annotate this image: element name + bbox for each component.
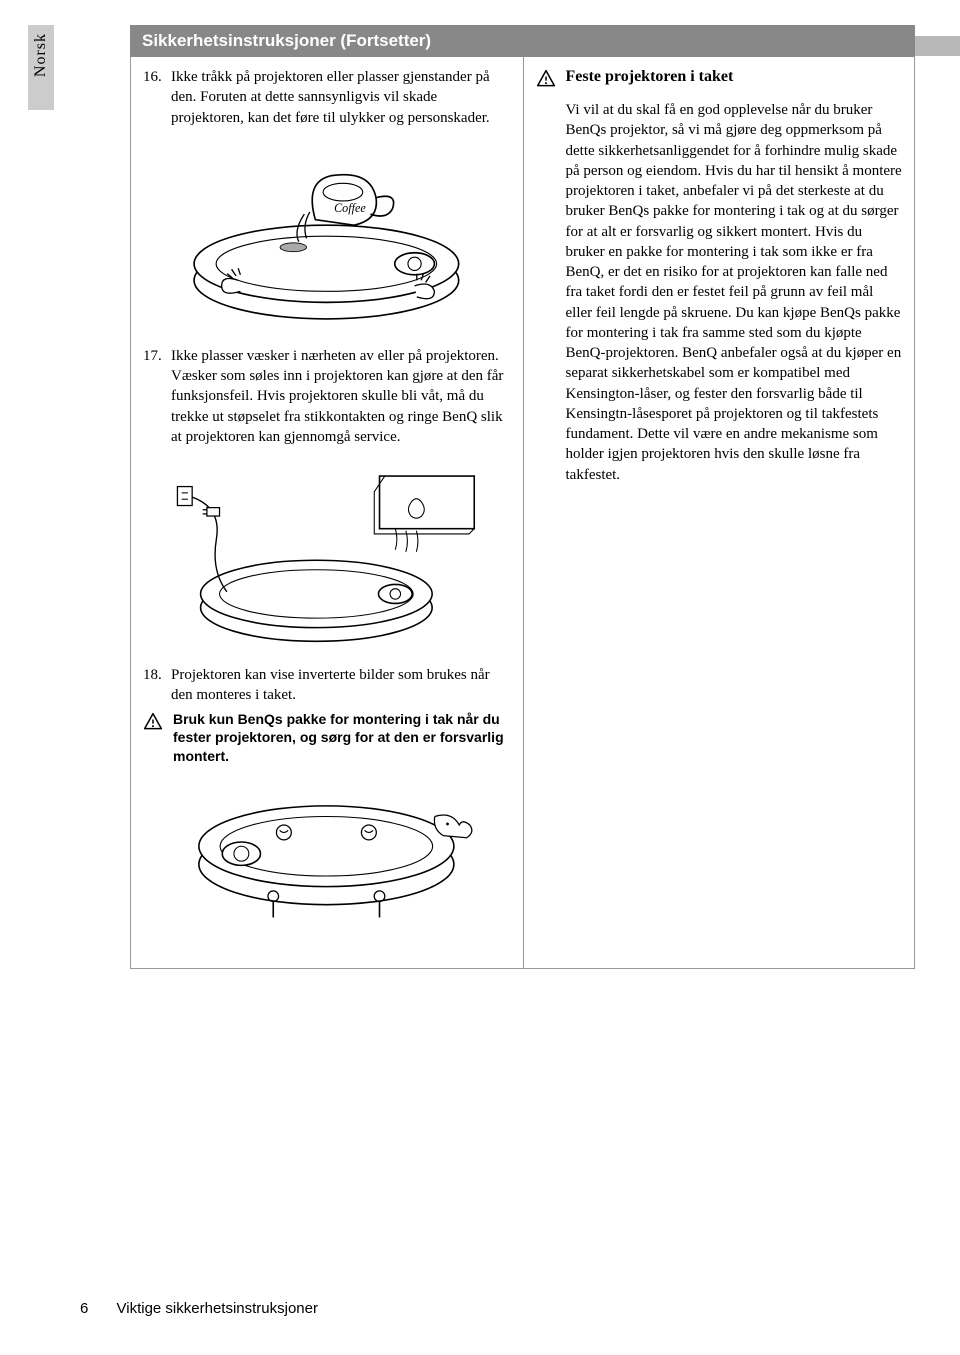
item-text: Ikke plasser væsker i nærheten av eller … bbox=[171, 346, 511, 447]
svg-text:Coffee: Coffee bbox=[334, 200, 366, 214]
illustration-coffee-spill: Coffee bbox=[143, 136, 511, 336]
item-text: Ikke tråkk på projektoren eller plasser … bbox=[171, 67, 511, 128]
item-number: 17. bbox=[143, 346, 171, 447]
left-column: 16. Ikke tråkk på projektoren eller plas… bbox=[130, 57, 523, 969]
right-heading: Feste projektoren i taket bbox=[566, 67, 734, 88]
warning-icon bbox=[536, 67, 558, 94]
instruction-item-17: 17. Ikke plasser væsker i nærheten av el… bbox=[143, 346, 511, 447]
instruction-item-16: 16. Ikke tråkk på projektoren eller plas… bbox=[143, 67, 511, 128]
warning-icon bbox=[143, 710, 165, 737]
item-number: 16. bbox=[143, 67, 171, 128]
warning-block: Bruk kun BenQs pakke for montering i tak… bbox=[143, 710, 511, 767]
illustration-ceiling-mount bbox=[143, 774, 511, 944]
right-body-text: Vi vil at du skal få en god opplevelse n… bbox=[536, 100, 903, 485]
instruction-item-18: 18. Projektoren kan vise inverterte bild… bbox=[143, 665, 511, 706]
item-number: 18. bbox=[143, 665, 171, 706]
main-content: Sikkerhetsinstruksjoner (Fortsetter) 16.… bbox=[130, 25, 915, 969]
page-number: 6 bbox=[80, 1300, 88, 1317]
footer-section-title: Viktige sikkerhetsinstruksjoner bbox=[117, 1300, 318, 1317]
warning-text: Bruk kun BenQs pakke for montering i tak… bbox=[173, 710, 511, 767]
right-heading-block: Feste projektoren i taket bbox=[536, 67, 903, 94]
projector-ceiling-icon bbox=[167, 774, 486, 944]
top-right-stripe bbox=[915, 36, 960, 56]
right-body-paragraph: Vi vil at du skal få en god opplevelse n… bbox=[566, 100, 903, 485]
item-text: Projektoren kan vise inverterte bilder s… bbox=[171, 665, 511, 706]
projector-unplug-icon bbox=[169, 455, 485, 655]
content-columns: 16. Ikke tråkk på projektoren eller plas… bbox=[130, 57, 915, 969]
illustration-liquid-unplug bbox=[143, 455, 511, 655]
section-title: Sikkerhetsinstruksjoner (Fortsetter) bbox=[142, 31, 431, 50]
side-tab-label: Norsk bbox=[32, 33, 50, 77]
section-title-bar: Sikkerhetsinstruksjoner (Fortsetter) bbox=[130, 25, 915, 57]
page-footer: 6 Viktige sikkerhetsinstruksjoner bbox=[80, 1300, 318, 1317]
language-side-tab: Norsk bbox=[28, 25, 54, 110]
right-column: Feste projektoren i taket Vi vil at du s… bbox=[523, 57, 916, 969]
projector-coffee-icon: Coffee bbox=[161, 137, 492, 335]
